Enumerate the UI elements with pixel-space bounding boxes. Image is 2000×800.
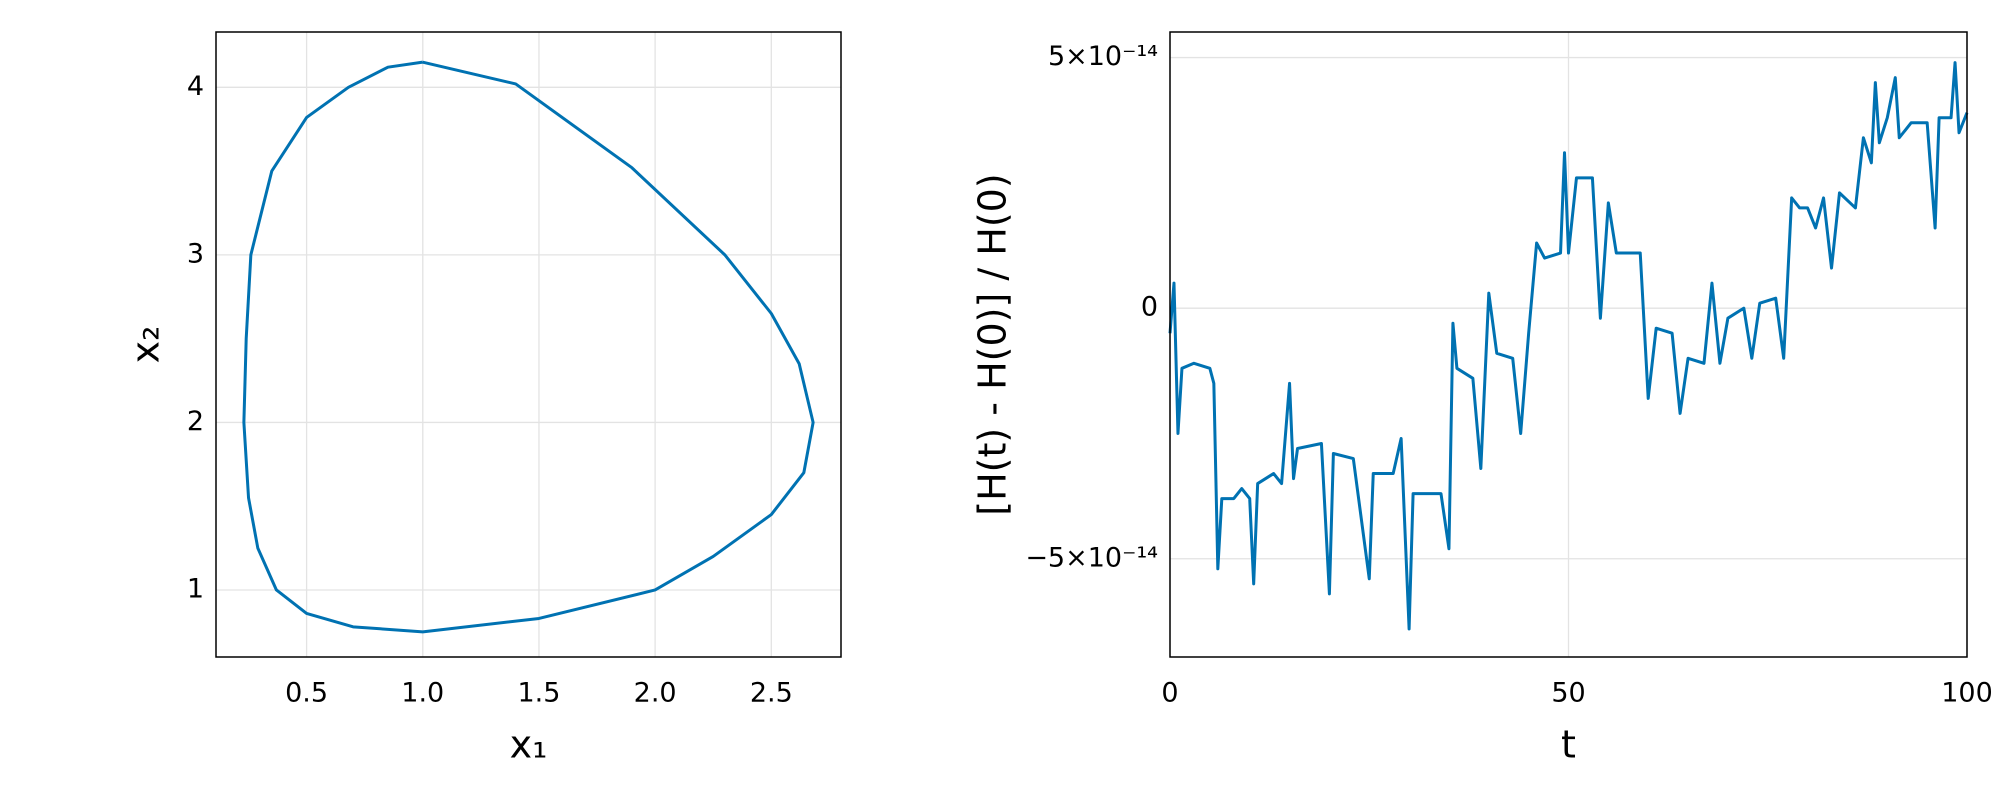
y-tick-label: −5×10⁻¹⁴	[1025, 542, 1158, 573]
x-tick-label: 0.5	[285, 678, 328, 709]
x-tick-label: 2.5	[750, 678, 793, 709]
plot-frame	[215, 31, 842, 658]
y-tick-label: 1	[187, 573, 204, 604]
y-tick-label: 4	[187, 71, 204, 102]
y-tick-label: 3	[187, 238, 204, 269]
plot-frame	[1169, 31, 1968, 658]
x-tick-label: 0	[1161, 678, 1178, 709]
data-line	[1168, 61, 1969, 631]
y-axis-label: [H(t) - H(0)] / H(0)	[971, 173, 1015, 515]
x-tick-label: 50	[1551, 678, 1585, 709]
y-tick-label: 0	[1141, 292, 1158, 323]
y-tick-label: 5×10⁻¹⁴	[1048, 41, 1158, 72]
y-axis-label: x₂	[124, 326, 168, 364]
x-tick-label: 1.5	[517, 678, 560, 709]
x-tick-label: 100	[1941, 678, 1993, 709]
y-tick-label: 2	[187, 406, 204, 437]
x-axis-label: x₁	[510, 723, 548, 767]
data-line	[242, 60, 815, 634]
x-tick-label: 2.0	[634, 678, 677, 709]
x-axis-label: t	[1561, 723, 1576, 767]
x-tick-label: 1.0	[401, 678, 444, 709]
